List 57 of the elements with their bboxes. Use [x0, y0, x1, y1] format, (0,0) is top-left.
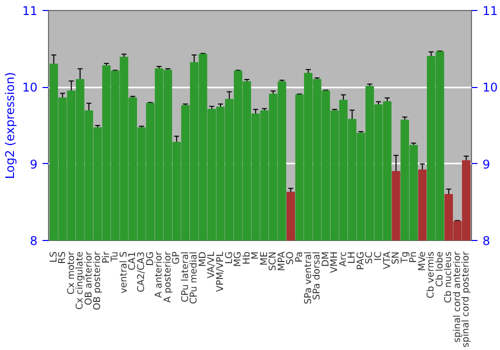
- x-tick-label: DG: [144, 251, 156, 266]
- x-tick-label: Tg: [399, 251, 410, 264]
- y-tick-label: 10: [22, 80, 38, 95]
- x-tick-label: Cb vermis: [426, 251, 437, 298]
- x-tick-label: VMH: [329, 251, 340, 273]
- x-tick-label: MVe: [416, 251, 428, 271]
- x-tick-label: Arc: [338, 252, 349, 267]
- y-tick-label: 9: [30, 157, 38, 172]
- x-tick-label: OB posterior: [92, 251, 104, 310]
- x-tick-label: MG: [232, 251, 244, 267]
- x-tick-label: Pn: [408, 251, 420, 263]
- x-tick-label: CA2/CA3: [136, 251, 148, 292]
- x-tick-label: LS: [48, 251, 60, 263]
- x-tick-label: VA/VL: [206, 250, 218, 278]
- x-tick-label: A anterior: [154, 251, 165, 298]
- x-tick-label: spinal cord posterior: [460, 251, 472, 348]
- x-tick-label: VTA: [382, 250, 393, 270]
- x-tick-label: spinal cord anterior: [452, 251, 463, 342]
- x-tick-label: VPM/VPL: [215, 250, 226, 292]
- x-tick-label: MD: [197, 251, 208, 267]
- x-tick-label: SN: [390, 251, 402, 264]
- x-tick-label: Cb lobe: [434, 251, 446, 287]
- x-tick-label: SO: [285, 252, 296, 265]
- x-tick-label: CPu medial: [188, 252, 200, 304]
- y-tick-label: 11: [22, 4, 38, 18]
- x-tick-label: Cx cingulate: [74, 251, 86, 310]
- x-tick-label: PAG: [355, 251, 366, 270]
- x-tick-label: ventral S: [118, 251, 130, 294]
- x-tick-label: ME: [258, 251, 270, 266]
- x-tick-label: LG: [224, 251, 235, 264]
- y2-tick-label: 8: [482, 234, 490, 248]
- x-tick-label: Hb: [241, 251, 252, 264]
- x-tick-label: CA1: [127, 251, 138, 270]
- x-tick-label: A posterior: [162, 251, 174, 303]
- x-tick-label: Cx motor: [66, 251, 77, 294]
- x-tick-label: MPA: [276, 250, 288, 271]
- x-tick-label: Tu: [110, 251, 121, 263]
- x-tick-label: Pir: [100, 251, 112, 264]
- x-tick-label: SPa ventral: [302, 252, 314, 304]
- x-tick-label: Cb nucleus: [443, 251, 454, 303]
- x-tick-label: GP: [171, 251, 182, 264]
- x-tick-label: SC: [364, 251, 376, 264]
- x-tick-label: RS: [57, 251, 68, 264]
- y2-tick-label: 9: [482, 157, 490, 172]
- x-tick-label: M: [250, 251, 262, 260]
- x-tick-label: SPa dorsal: [312, 251, 323, 300]
- y2-tick-label: 10: [482, 80, 498, 95]
- x-tick-label: LH: [346, 251, 358, 264]
- y2-tick-label: 11: [482, 4, 498, 18]
- x-tick-label: CPu lateral: [180, 251, 191, 302]
- x-tick-label: OB anterior: [83, 251, 94, 306]
- x-tick-label: DM: [320, 251, 332, 267]
- y-axis-title: Log2 (expression): [3, 72, 18, 179]
- x-tick-label: SCN: [268, 251, 279, 271]
- x-tick-label: Pa: [294, 251, 305, 262]
- x-tick-label: IC: [372, 252, 384, 261]
- y-tick-label: 8: [30, 234, 38, 248]
